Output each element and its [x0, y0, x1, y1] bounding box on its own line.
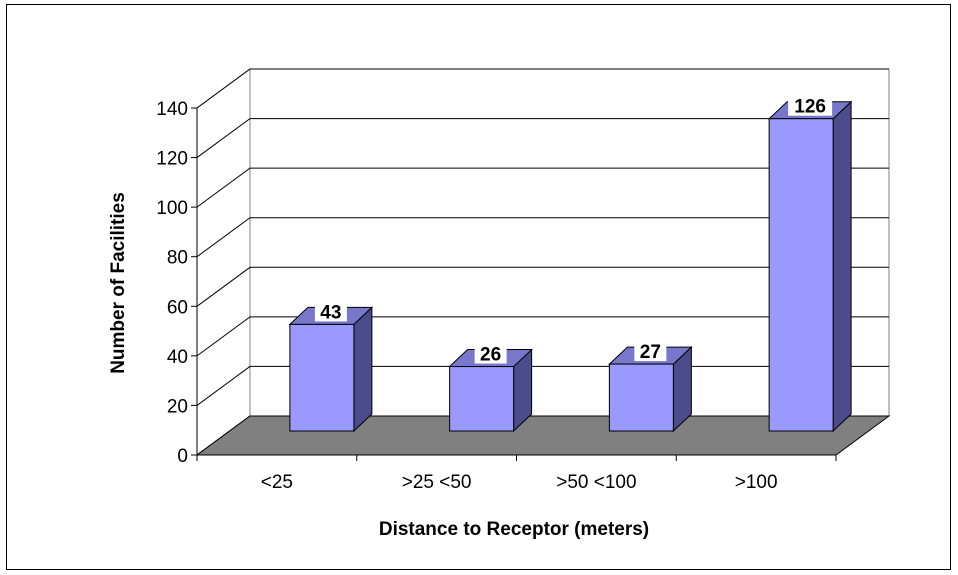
bar-front	[768, 118, 834, 432]
data-label: 27	[640, 342, 661, 363]
chart-walls	[196, 68, 890, 456]
data-label: 126	[794, 97, 826, 118]
y-tick-label: 120	[156, 149, 188, 170]
y-tick-label: 0	[177, 446, 188, 467]
gridline	[196, 118, 889, 158]
bar-front	[449, 366, 515, 432]
y-axis-title: Number of Facilities	[108, 192, 129, 374]
y-tick-label: 80	[167, 248, 188, 269]
gridline	[196, 217, 889, 258]
y-tick-label: 100	[156, 198, 188, 219]
data-label-bg	[788, 95, 833, 116]
bar-side	[832, 100, 852, 433]
bar	[767, 100, 853, 433]
x-tick-label: <25	[261, 472, 293, 493]
bar-side	[353, 306, 373, 433]
bar-front	[608, 363, 674, 432]
y-tick-label: 60	[167, 297, 188, 318]
gridline	[196, 167, 889, 208]
y-tick-label: 20	[167, 396, 188, 417]
data-labels: 43 26 27 126	[314, 95, 833, 366]
axes	[191, 107, 837, 461]
bar-front	[289, 323, 355, 432]
bar	[608, 345, 693, 433]
x-tick-label: >50 <100	[556, 472, 636, 493]
bar	[288, 306, 374, 433]
gridline	[196, 68, 889, 109]
x-tick-label: >100	[735, 472, 778, 493]
tick-labels: 0 20 40 60 80 100 120 140 <25 >25 <50 >50 <100 >100	[156, 99, 777, 493]
data-label-bg	[314, 301, 347, 322]
data-label: 43	[320, 302, 341, 323]
y-tick-label: 40	[167, 347, 188, 368]
data-label-bg	[634, 341, 667, 362]
x-tick-label: >25 <50	[402, 472, 472, 493]
y-tick-label: 140	[156, 99, 188, 120]
data-label-bg	[474, 343, 507, 364]
gridline	[196, 266, 889, 307]
bars	[288, 100, 853, 433]
bar	[448, 348, 533, 433]
x-axis-title: Distance to Receptor (meters)	[379, 519, 649, 540]
data-label: 26	[480, 345, 501, 366]
gridline	[196, 316, 889, 357]
side-wall	[196, 68, 251, 456]
